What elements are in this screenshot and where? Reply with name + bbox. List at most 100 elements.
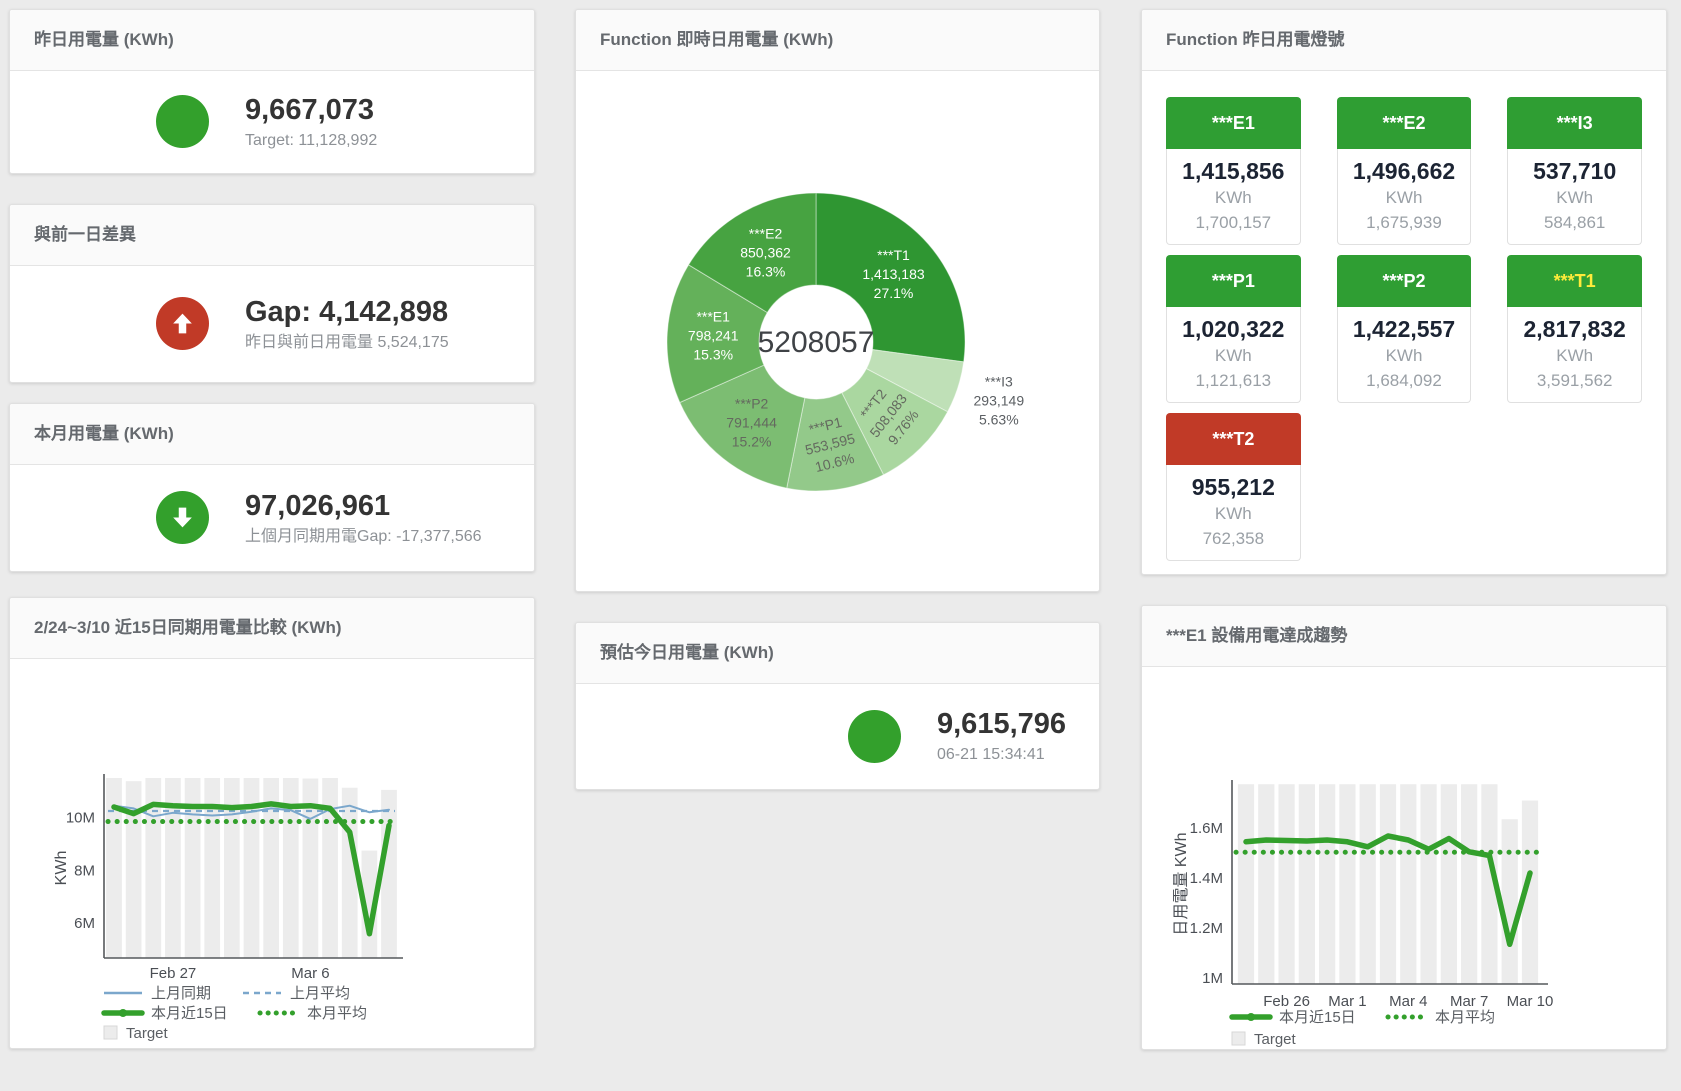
panel-month-usage: 本月用電量 (KWh) 97,026,961 上個月同期用電Gap: -17,3… [9,403,535,572]
legend-item[interactable]: Target [103,1025,169,1042]
panel-estimate-today: 預估今日用電量 (KWh) 9,615,796 06-21 15:34:41 [575,622,1100,790]
x-tick-label: Feb 27 [150,965,197,982]
svg-text:15.2%: 15.2% [732,433,772,449]
panel-15day-compare: 2/24~3/10 近15日同期用電量比較 (KWh) 6M 8M 10M Feb 2… [9,597,535,1049]
compare15-chart[interactable]: 6M 8M 10M Feb 27 Mar 6 KWh 上月同期 上月平均 本月近15日 本月平均 T… [10,658,536,1050]
svg-text:***P2: ***P2 [735,395,769,411]
donut-slice-***E1[interactable] [666,264,768,404]
e1-trend-chart[interactable]: 1M 1.2M 1.4M 1.6M Feb 26 Mar 1 Mar 4 Mar 7 Mar 1… [1142,666,1668,1051]
tile-target: 762,358 [1202,529,1265,548]
tile-name: ***P1 [1166,255,1301,307]
target-bar [1440,784,1457,984]
svg-text:293,149: 293,149 [973,393,1024,409]
tile-value: 1,496,662 [1352,158,1456,184]
legend-item[interactable]: 本月近15日 [101,1005,228,1022]
panel-month-usage-body: 97,026,961 上個月同期用電Gap: -17,377,566 [10,464,534,571]
panel-status-lights-title[interactable]: Function 昨日用電燈號 [1142,10,1666,71]
status-tiles-grid: ***E1 1,415,856 KWh 1,700,157 ***E2 1,496,662… [1142,70,1666,561]
svg-text:Target: Target [1254,1031,1297,1048]
svg-text:16.3%: 16.3% [746,263,786,279]
x-tick-label: Mar 1 [1328,993,1366,1010]
target-bar [1319,784,1336,984]
panel-yesterday-title[interactable]: 昨日用電量 (KWh) [10,10,534,71]
svg-text:本月平均: 本月平均 [1435,1009,1495,1026]
svg-text:791,444: 791,444 [726,414,777,430]
donut-slice-***T1[interactable] [815,192,966,363]
status-tile-***P1[interactable]: ***P1 1,020,322 KWh 1,121,613 [1166,255,1301,403]
panel-15day-compare-title[interactable]: 2/24~3/10 近15日同期用電量比較 (KWh) [10,598,534,659]
target-bar [1379,784,1397,984]
svg-text:本月近15日: 本月近15日 [1279,1009,1356,1026]
tile-value: 537,710 [1533,158,1617,184]
tile-body: 1,496,662 KWh 1,675,939 [1336,149,1472,245]
y-tick-label: 1.2M [1190,920,1223,937]
tile-unit: KWh [1556,346,1594,365]
donut-label-***E2: ***E2 850,362 16.3% [740,225,791,279]
tile-unit: KWh [1214,188,1252,207]
panel-prev-day-gap-title[interactable]: 與前一日差異 [10,205,534,266]
status-circle-icon [156,95,209,148]
target-bar [1339,784,1356,984]
target-bar [1501,819,1518,984]
series-line [113,804,390,820]
panel-e1-trend-title[interactable]: ***E1 設備用電達成趨勢 [1142,606,1666,667]
panel-prev-day-gap: 與前一日差異 Gap: 4,142,898 昨日與前日用電量 5,524,175 [9,204,535,383]
tile-target: 1,700,157 [1195,213,1272,232]
donut-slice-***T2[interactable] [841,368,949,476]
tile-name: ***E1 [1166,97,1301,149]
tile-body: 1,415,856 KWh 1,700,157 [1166,149,1301,245]
status-tile-***I3[interactable]: ***I3 537,710 KWh 584,861 [1507,97,1642,245]
donut-slice-***P2[interactable] [679,364,806,489]
donut-label-***I3: ***I3 293,149 5.63% [973,374,1024,428]
prev-day-gap-sub: 昨日與前日用電量 5,524,175 [245,333,449,351]
tile-body: 537,710 KWh 584,861 [1507,149,1642,245]
donut-slice-***E2[interactable] [687,192,817,314]
y-axis-label: 日用電量 KWh [1173,832,1190,935]
legend-item[interactable]: 本月平均 [257,1005,367,1022]
svg-text:本月平均: 本月平均 [307,1005,367,1022]
tile-unit: KWh [1385,346,1423,365]
panel-realtime-donut: Function 即時日用電量 (KWh) ***T1 1,413,183 27.1… [575,9,1100,592]
panel-yesterday-usage: 昨日用電量 (KWh) 9,667,073 Target: 11,128,992 [9,9,535,174]
legend-item[interactable]: 本月近15日 [1229,1009,1356,1026]
status-tile-***E1[interactable]: ***E1 1,415,856 KWh 1,700,157 [1166,97,1301,245]
status-tile-***T1[interactable]: ***T1 2,817,832 KWh 3,591,562 [1507,255,1642,403]
panel-estimate-today-title[interactable]: 預估今日用電量 (KWh) [576,623,1099,684]
panel-realtime-donut-body: ***T1 1,413,183 27.1% ***I3 293,149 5.63% ***T… [576,70,1099,591]
tile-body: 955,212 KWh 762,358 [1166,465,1301,561]
panel-realtime-donut-title[interactable]: Function 即時日用電量 (KWh) [576,10,1099,71]
tile-value: 1,415,856 [1182,158,1285,184]
legend-item[interactable]: 上月平均 [243,985,350,1002]
svg-text:***E1: ***E1 [696,309,730,325]
status-tile-***E2[interactable]: ***E2 1,496,662 KWh 1,675,939 [1336,97,1472,245]
panel-month-usage-title[interactable]: 本月用電量 (KWh) [10,404,534,465]
arrow-up-icon [173,313,192,334]
donut-slice-***P1[interactable] [786,392,885,492]
status-tile-***P2[interactable]: ***P2 1,422,557 KWh 1,684,092 [1336,255,1472,403]
target-bar [145,778,162,958]
donut-center-total: 5208057 [758,326,875,359]
target-bar [282,778,299,958]
tile-target: 3,591,562 [1536,371,1613,390]
legend-item[interactable]: 上月同期 [104,985,211,1002]
legend-item[interactable]: 本月平均 [1385,1009,1495,1026]
status-tile-***T2[interactable]: ***T2 955,212 KWh 762,358 [1166,413,1301,561]
legend-item[interactable]: Target [1231,1031,1297,1048]
target-bar [1278,784,1295,984]
svg-text:5.63%: 5.63% [979,412,1019,428]
arrow-down-circle-icon [156,491,209,544]
target-bar [1258,784,1275,984]
target-bar [1481,784,1498,984]
tile-target: 584,861 [1543,213,1606,232]
x-tick-label: Mar 6 [291,965,329,982]
series-line [1243,833,1533,948]
panel-e1-trend: ***E1 設備用電達成趨勢 1M 1.2M 1.4M 1.6M Feb 26 Mar 1… [1141,605,1667,1050]
panel-estimate-today-body: 9,615,796 06-21 15:34:41 [576,683,1099,789]
realtime-donut-chart[interactable]: ***T1 1,413,183 27.1% ***I3 293,149 5.63% ***T… [576,70,1101,593]
tile-value: 1,020,322 [1182,316,1285,342]
target-bar [1420,784,1437,984]
panel-yesterday-body: 9,667,073 Target: 11,128,992 [10,70,534,173]
y-tick-label: 8M [74,862,95,879]
target-bar [1521,800,1539,984]
target-bar [381,789,397,958]
